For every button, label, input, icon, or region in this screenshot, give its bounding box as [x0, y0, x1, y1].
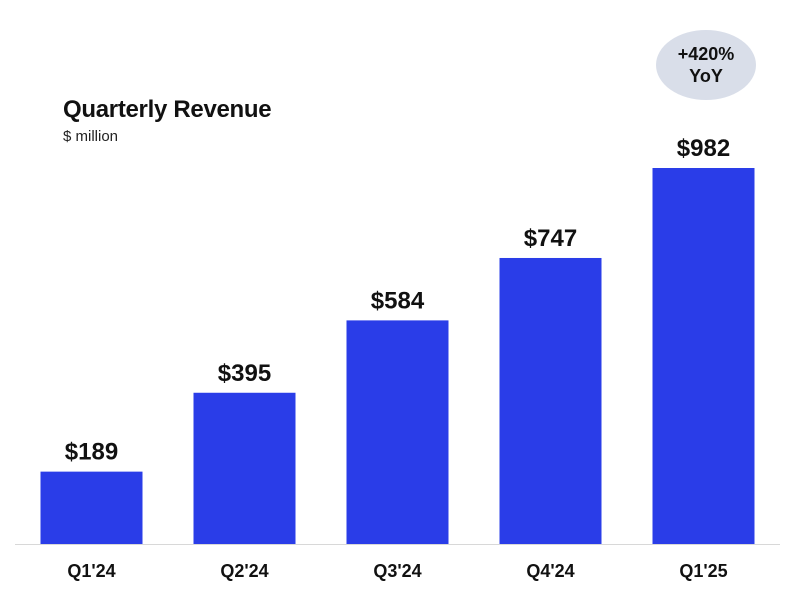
- x-tick-label: Q1'25: [679, 561, 727, 581]
- data-label: $982: [677, 135, 730, 162]
- x-tick-label: Q4'24: [526, 561, 574, 581]
- data-label: $395: [218, 360, 271, 387]
- yoy-growth-badge: +420% YoY: [656, 30, 756, 100]
- bar-q224: [193, 392, 296, 544]
- x-tick-label: Q2'24: [220, 561, 268, 581]
- data-label: $189: [65, 439, 118, 466]
- yoy-growth-label: YoY: [689, 66, 723, 86]
- chart-title: Quarterly Revenue: [63, 96, 272, 123]
- data-label: $747: [524, 225, 577, 252]
- data-label: $584: [371, 287, 425, 314]
- x-tick-label: Q3'24: [373, 561, 421, 581]
- yoy-growth-value: +420%: [677, 44, 735, 64]
- bar-q324: [346, 320, 449, 544]
- bar-q424: [499, 257, 602, 544]
- bar-q124: [40, 471, 143, 544]
- bar-q125: [652, 168, 755, 544]
- x-tick-label: Q1'24: [67, 561, 115, 581]
- chart-subtitle: $ million: [63, 128, 119, 145]
